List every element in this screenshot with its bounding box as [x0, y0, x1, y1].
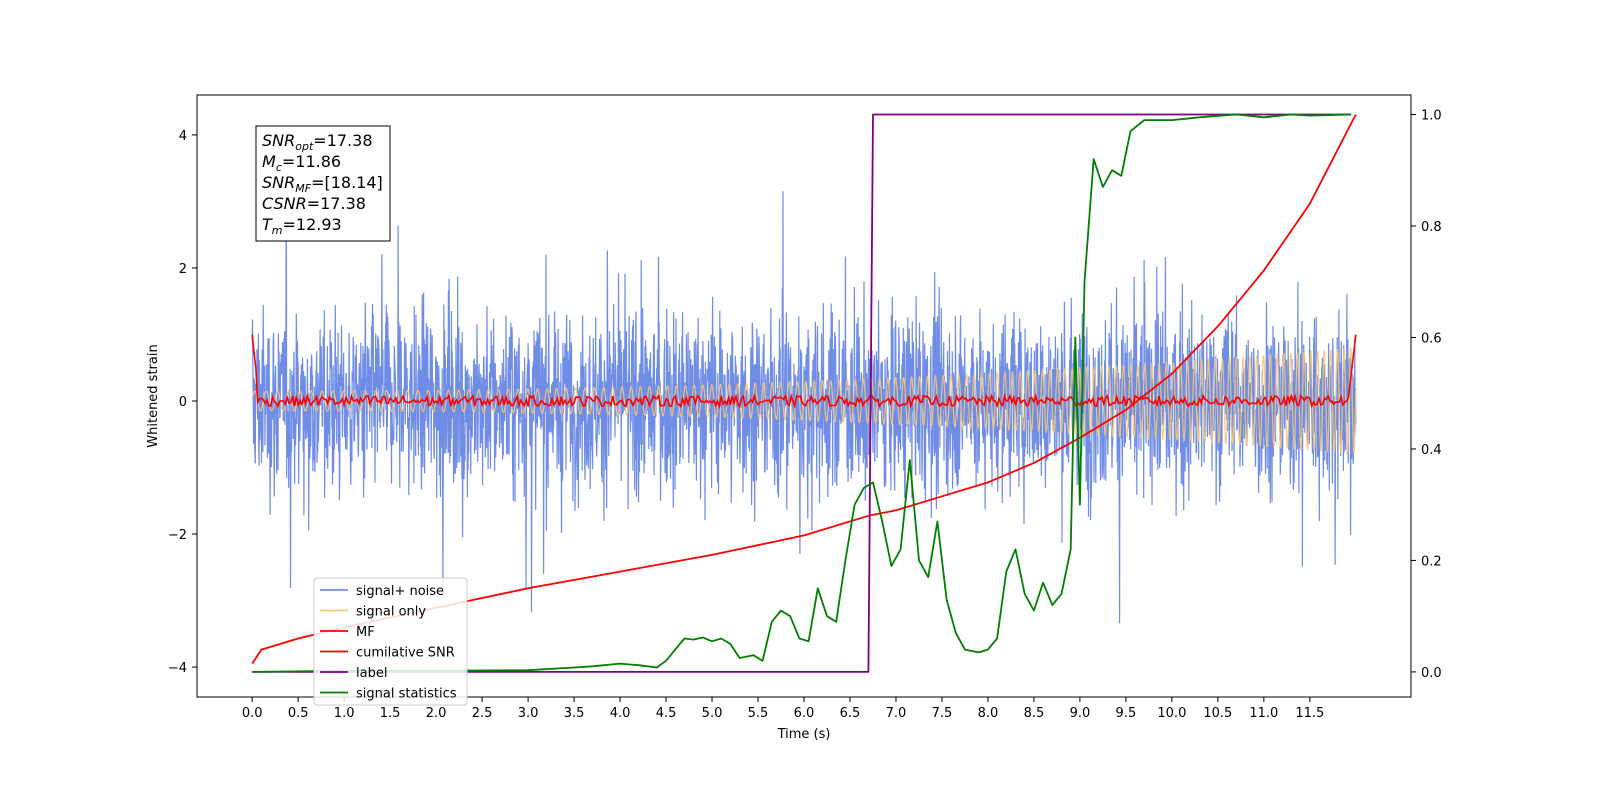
x-tick-label: 4.5 — [656, 706, 677, 721]
legend-label: signal statistics — [356, 687, 457, 702]
x-tick-label: 9.0 — [1070, 706, 1091, 721]
info-box-frame — [255, 125, 391, 242]
x-tick-label: 3.0 — [518, 706, 539, 721]
x-tick-label: 2.5 — [472, 706, 493, 721]
x-axis-label: Time (s) — [777, 727, 831, 742]
x-tick-label: 4.0 — [610, 706, 631, 721]
legend-label: signal+ noise — [356, 584, 444, 599]
x-tick-label: 11.5 — [1295, 706, 1324, 721]
y2-tick-label: 0.8 — [1421, 220, 1442, 235]
x-tick-label: 7.0 — [886, 706, 907, 721]
info-box-line: Tm=12.93 — [262, 215, 342, 237]
x-axis-ticks: 0.0 0.5 1.0 1.5 2.0 2.5 3.0 3.5 4.0 4.5 5.0 5.5 6.0 6… — [242, 697, 1324, 721]
x-tick-label: 6.5 — [840, 706, 861, 721]
y-axis-label: Whitened strain — [146, 344, 161, 447]
x-tick-label: 9.5 — [1116, 706, 1137, 721]
series-label — [252, 113, 1352, 673]
x-tick-label: 0.0 — [242, 706, 263, 721]
series-signal-noise — [251, 191, 1357, 624]
legend-label: cumilative SNR — [356, 646, 455, 661]
x-tick-label: 1.5 — [380, 706, 401, 721]
info-box: SNRopt=17.38Mc=11.86SNRMF=[18.14]CSNR=17… — [255, 125, 391, 242]
series-signal-only — [251, 346, 1357, 456]
y-tick-label: −2 — [168, 528, 187, 543]
y-tick-label: 2 — [179, 262, 187, 277]
y-axis-ticks: 4 2 0 −2 −4 — [168, 129, 197, 676]
y2-tick-label: 0.2 — [1421, 554, 1442, 569]
x-tick-label: 1.0 — [334, 706, 355, 721]
y2-axis-ticks: 1.0 0.8 0.6 0.4 0.2 0.0 — [1411, 109, 1442, 681]
info-box-line: SNRMF=[18.14] — [262, 173, 383, 195]
legend-label: signal only — [356, 605, 426, 620]
series-signal-statistics — [252, 113, 1352, 673]
x-tick-label: 10.5 — [1203, 706, 1232, 721]
legend-label: MF — [356, 625, 375, 640]
info-box-line: SNRopt=17.38 — [262, 131, 373, 153]
y-tick-label: −4 — [168, 661, 187, 676]
y2-tick-label: 0.4 — [1421, 443, 1442, 458]
x-tick-label: 7.5 — [932, 706, 953, 721]
x-tick-label: 6.0 — [794, 706, 815, 721]
legend-frame — [313, 577, 468, 706]
x-tick-label: 0.5 — [288, 706, 309, 721]
x-tick-label: 8.5 — [1024, 706, 1045, 721]
legend: signal+ noise signal only MF cumilative SNR… — [313, 577, 468, 706]
x-tick-label: 3.5 — [564, 706, 585, 721]
x-tick-label: 5.0 — [702, 706, 723, 721]
y-tick-label: 0 — [179, 395, 187, 410]
x-tick-label: 5.5 — [748, 706, 769, 721]
legend-label: label — [356, 666, 387, 681]
info-box-line: CSNR=17.38 — [262, 194, 366, 213]
series-mf — [251, 334, 1357, 410]
y2-tick-label: 0.6 — [1421, 331, 1442, 346]
x-tick-label: 2.0 — [426, 706, 447, 721]
x-tick-label: 8.0 — [978, 706, 999, 721]
y2-tick-label: 1.0 — [1421, 109, 1442, 124]
x-tick-label: 11.0 — [1249, 706, 1278, 721]
info-box-line: Mc=11.86 — [262, 152, 341, 174]
y2-tick-label: 0.0 — [1421, 666, 1442, 681]
y-tick-label: 4 — [179, 129, 187, 144]
x-tick-label: 10.0 — [1157, 706, 1186, 721]
